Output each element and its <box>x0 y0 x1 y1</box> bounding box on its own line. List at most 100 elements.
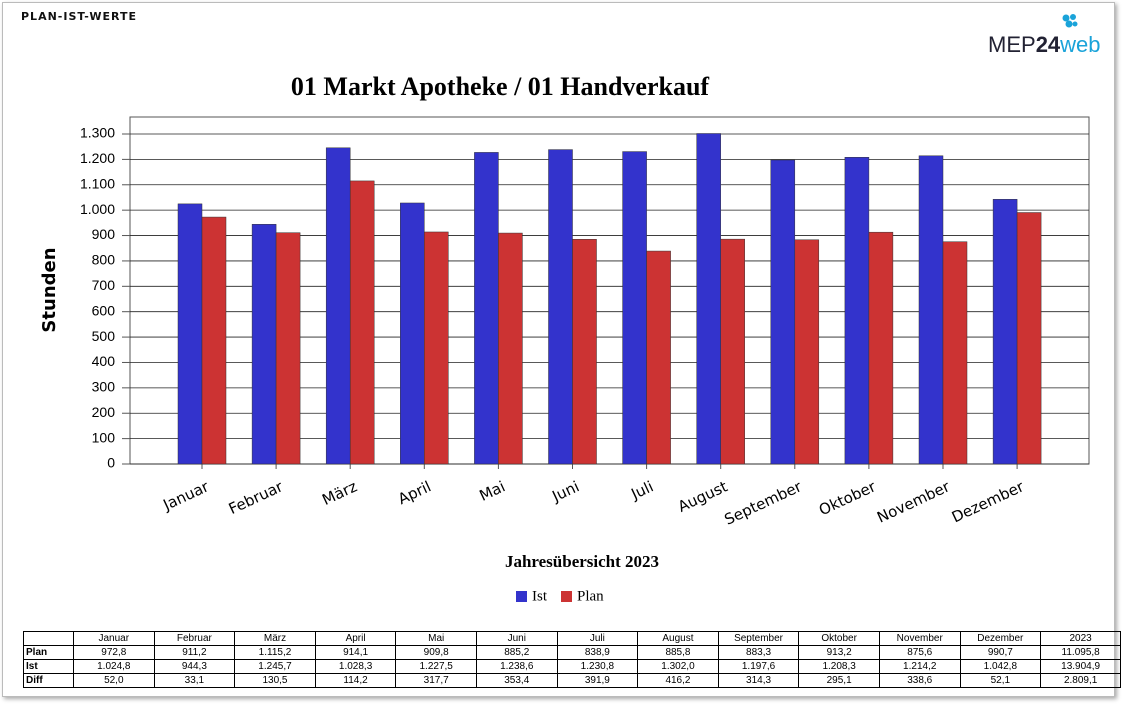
table-cell: 314,3 <box>717 673 800 688</box>
table-cell: 416,2 <box>637 673 719 688</box>
table-cell: 338,6 <box>878 673 961 688</box>
table-cell: 1.238,6 <box>475 659 558 674</box>
logo-text: 24 <box>1035 32 1061 57</box>
bar <box>918 155 944 465</box>
table-cell: 875,6 <box>878 645 961 660</box>
x-tick-label: Januar <box>160 477 213 514</box>
logo-icon <box>1062 14 1078 28</box>
table-cell: 13.904,9 <box>1040 659 1122 674</box>
table-cell: Februar <box>153 631 236 646</box>
bar <box>474 152 499 465</box>
data-table: Januar Februar März April Mai Juni Juli August S… <box>23 631 1122 688</box>
table-cell: 2023 <box>1040 631 1122 646</box>
bar <box>794 239 820 465</box>
table-cell: 885,8 <box>637 645 719 660</box>
table-cell: 1.024,8 <box>73 659 155 674</box>
y-tick-label: 1.200 <box>80 150 115 166</box>
table-cell: 1.115,2 <box>234 645 316 660</box>
bar <box>868 231 894 465</box>
table-cell: 391,9 <box>556 673 639 688</box>
y-tick-label: 0 <box>107 455 115 471</box>
table-cell: 913,2 <box>798 645 880 660</box>
bar <box>201 216 227 465</box>
table-cell: 944,3 <box>153 659 236 674</box>
legend-swatch <box>561 591 572 602</box>
table-cell: Diff <box>23 673 74 688</box>
table-cell: Mai <box>395 631 477 646</box>
table-cell: 33,1 <box>153 673 236 688</box>
bar <box>498 232 523 465</box>
legend-swatch <box>516 591 527 602</box>
table-cell: 1.214,2 <box>878 659 961 674</box>
bar <box>770 159 796 465</box>
x-tick-label: Oktober <box>816 477 879 519</box>
x-tick-label: November <box>874 477 953 527</box>
table-cell: 1.042,8 <box>959 659 1042 674</box>
table-cell: Juli <box>556 631 639 646</box>
table-cell: 1.227,5 <box>395 659 477 674</box>
bar <box>325 147 351 465</box>
table-cell <box>23 631 74 646</box>
y-tick-label: 700 <box>92 277 116 293</box>
table-cell: 52,1 <box>959 673 1042 688</box>
table-cell: März <box>234 631 316 646</box>
table-cell: 1.028,3 <box>314 659 397 674</box>
y-axis-title: Stunden <box>39 247 60 332</box>
table-cell: 130,5 <box>234 673 316 688</box>
y-tick-label: 400 <box>92 353 116 369</box>
table-cell: 317,7 <box>395 673 477 688</box>
x-tick-label: Juli <box>627 477 656 503</box>
table-cell: 914,1 <box>314 645 397 660</box>
bar <box>177 203 203 465</box>
bar <box>349 180 375 465</box>
bar <box>275 232 301 465</box>
y-tick-label: 500 <box>92 328 116 344</box>
bar <box>424 231 449 465</box>
bar <box>251 224 277 465</box>
table-cell: 1.230,8 <box>556 659 639 674</box>
table-cell: 883,3 <box>717 645 800 660</box>
table-cell: Januar <box>73 631 155 646</box>
y-tick-label: 800 <box>92 252 116 268</box>
y-tick-label: 1.100 <box>80 175 115 191</box>
table-cell: 909,8 <box>395 645 477 660</box>
page-header: PLAN-IST-WERTE <box>21 10 137 23</box>
table-cell: 972,8 <box>73 645 155 660</box>
table-row: Diff 52,0 33,1 130,5 114,2 317,7 353,4 391,9 416… <box>23 673 1122 688</box>
bar <box>646 250 671 465</box>
table-cell: 1.245,7 <box>234 659 316 674</box>
logo-text: MEP <box>988 32 1036 57</box>
x-tick-label: August <box>675 477 730 516</box>
table-row: Ist 1.024,8 944,3 1.245,7 1.028,3 1.227,5 1.23… <box>23 659 1122 674</box>
table-cell: Ist <box>23 659 74 674</box>
bar <box>720 238 745 465</box>
table-row: Plan 972,8 911,2 1.115,2 914,1 909,8 885,2 838,… <box>23 645 1122 660</box>
table-cell: 295,1 <box>798 673 880 688</box>
table-cell: 1.197,6 <box>717 659 800 674</box>
bar <box>942 241 968 465</box>
logo: MEP24web <box>988 32 1101 58</box>
table-cell: 990,7 <box>959 645 1042 660</box>
table-cell: August <box>637 631 719 646</box>
x-tick-label: April <box>395 477 434 508</box>
table-cell: 2.809,1 <box>1040 673 1122 688</box>
table-cell: Juni <box>475 631 558 646</box>
bar <box>844 157 870 465</box>
bar <box>696 133 721 465</box>
y-tick-label: 1.000 <box>80 201 115 217</box>
chart-title: 01 Markt Apotheke / 01 Handverkauf <box>291 72 710 101</box>
table-cell: Dezember <box>959 631 1042 646</box>
y-tick-label: 100 <box>92 429 116 445</box>
table-cell: 885,2 <box>475 645 558 660</box>
table-cell: Plan <box>23 645 74 660</box>
table-cell: Oktober <box>798 631 880 646</box>
bar <box>622 151 647 465</box>
y-tick-label: 300 <box>92 379 116 395</box>
table-cell: 114,2 <box>314 673 397 688</box>
legend-label: Plan <box>577 588 604 604</box>
table-cell: 52,0 <box>73 673 155 688</box>
x-tick-label: März <box>319 477 360 509</box>
table-cell: 1.302,0 <box>637 659 719 674</box>
table-cell: 838,9 <box>556 645 639 660</box>
bar <box>400 202 425 465</box>
